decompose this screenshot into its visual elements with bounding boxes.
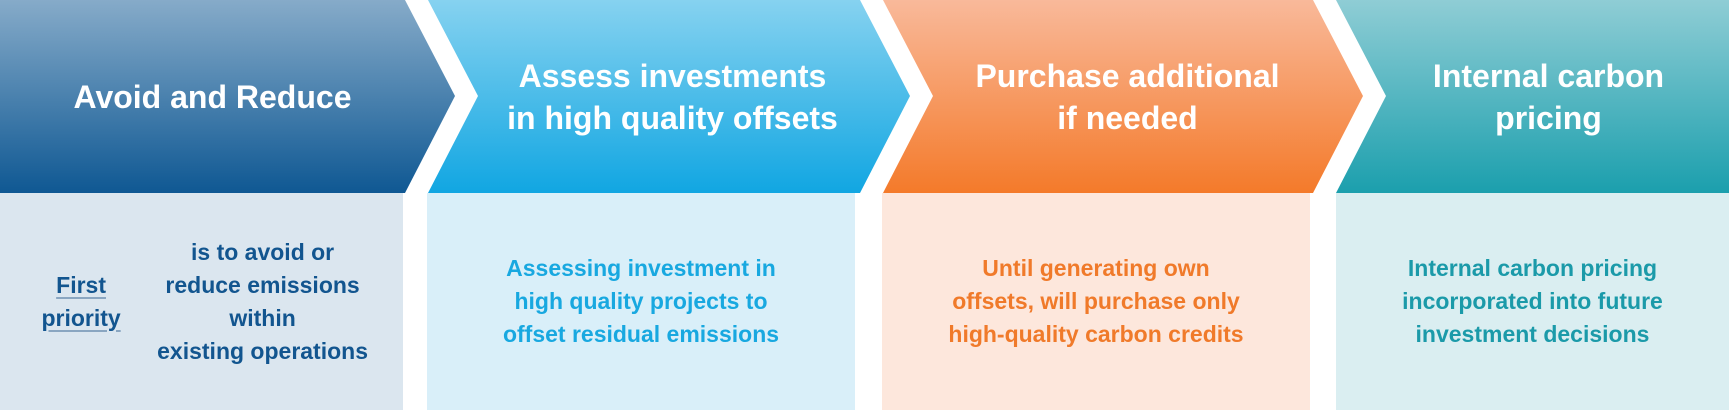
step-3-description: Until generating own offsets, will purch… — [948, 255, 1244, 347]
step-4-title: Internal carbon pricing — [1432, 57, 1665, 136]
step-2-description-box: Assessing investment in high quality pro… — [427, 193, 855, 410]
step-3-chevron — [883, 0, 1363, 193]
step-2-title: Assess investments in high quality offse… — [507, 57, 838, 136]
step-4-chevron — [1336, 0, 1729, 193]
step-4-description: Internal carbon pricing incorporated int… — [1402, 255, 1663, 347]
step-3-title: Purchase additional if needed — [975, 57, 1280, 136]
step-4-description-box: Internal carbon pricing incorporated int… — [1336, 193, 1729, 410]
step-3-description-box: Until generating own offsets, will purch… — [882, 193, 1310, 410]
step-1-description: First priority is to avoid or reduce emi… — [0, 193, 403, 410]
step-1-description-box: First priority is to avoid or reduce emi… — [0, 193, 403, 410]
step-2-chevron — [428, 0, 910, 193]
step-1-description-emphasis: First priority — [41, 271, 121, 331]
step-1-chevron — [0, 0, 455, 193]
step-1-description-rest: is to avoid or reduce emissions within e… — [157, 238, 368, 364]
step-1-title: Avoid and Reduce — [73, 78, 352, 115]
step-2-description: Assessing investment in high quality pro… — [502, 255, 780, 347]
